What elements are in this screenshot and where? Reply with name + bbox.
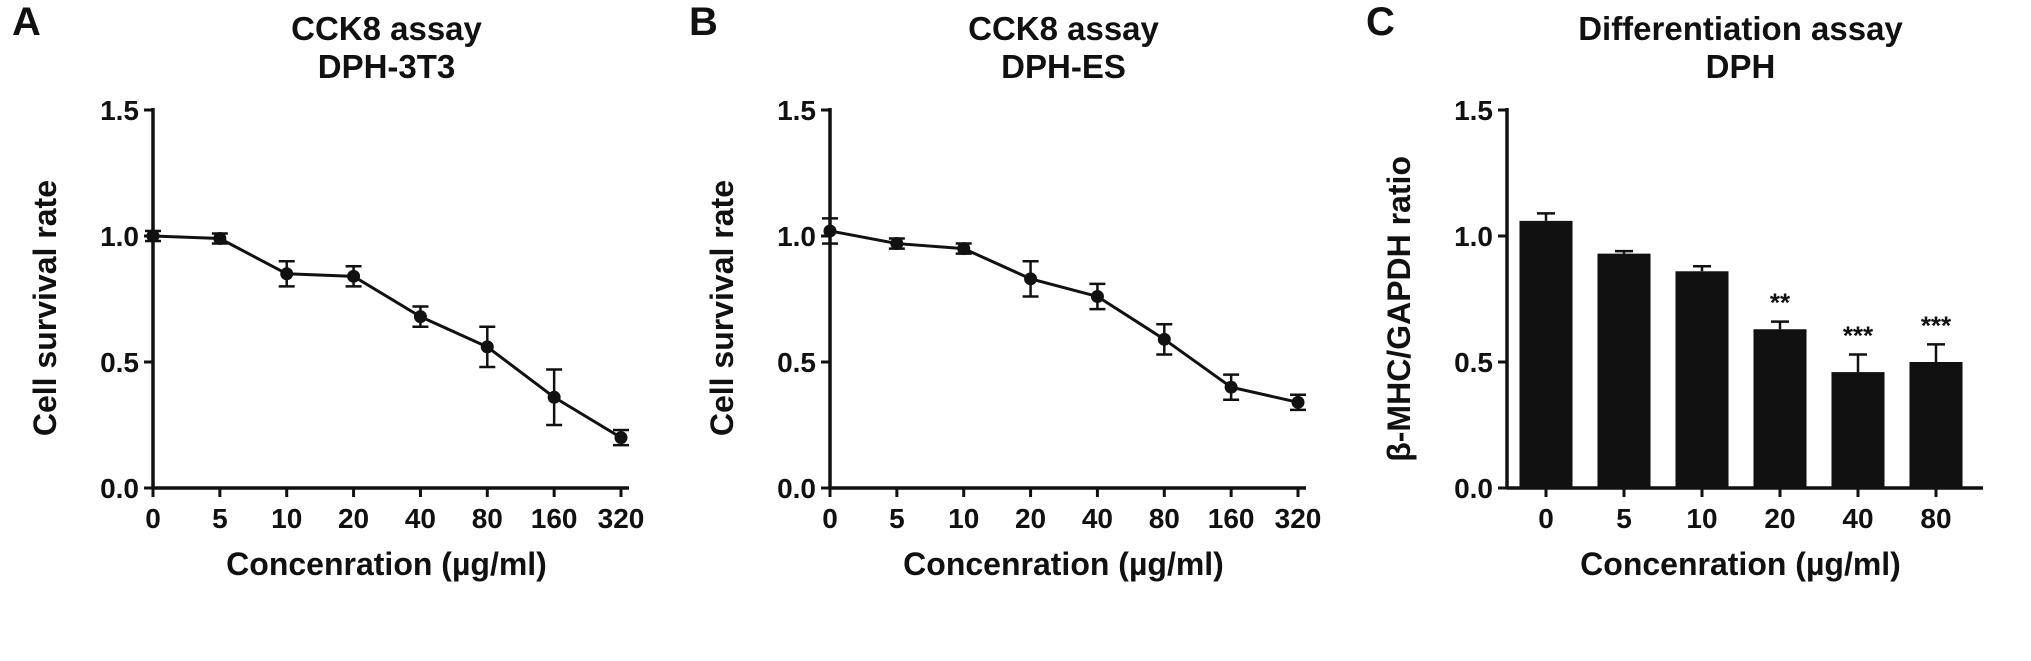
chart-title-a: CCK8 assay DPH-3T3 [71, 10, 651, 86]
svg-text:0: 0 [145, 503, 161, 534]
svg-text:0.5: 0.5 [777, 347, 816, 378]
svg-text:1.0: 1.0 [777, 221, 816, 252]
plot-area-b: Cell survival rate CCK8 assay DPH-ES 0.0… [677, 4, 1354, 583]
svg-text:80: 80 [1920, 503, 1951, 534]
panel-b: B Cell survival rate CCK8 assay DPH-ES 0… [677, 0, 1354, 661]
svg-text:0.0: 0.0 [1454, 473, 1493, 504]
svg-text:40: 40 [1081, 503, 1112, 534]
svg-text:160: 160 [1207, 503, 1254, 534]
chart-title-line1: CCK8 assay [291, 10, 482, 47]
svg-text:0: 0 [822, 503, 838, 534]
chart-canvas-b: 0.0 0.5 1.0 1.5 0 5 10 20 40 80 160 320 [777, 95, 1321, 534]
svg-text:20: 20 [1014, 503, 1045, 534]
svg-text:5: 5 [1616, 503, 1632, 534]
panel-letter-b: B [689, 0, 718, 44]
chart-title-line2: DPH [1705, 47, 1776, 85]
chart-title-line1: CCK8 assay [968, 10, 1159, 47]
panel-a: A Cell survival rate CCK8 assay DPH-3T3 … [0, 0, 677, 661]
svg-text:***: *** [1842, 320, 1873, 350]
svg-text:1.5: 1.5 [100, 95, 139, 126]
plot-area-a: Cell survival rate CCK8 assay DPH-3T3 0.… [0, 4, 677, 583]
svg-text:5: 5 [889, 503, 905, 534]
svg-text:0.5: 0.5 [1454, 347, 1493, 378]
svg-text:***: *** [1920, 310, 1951, 340]
svg-text:1.0: 1.0 [100, 221, 139, 252]
x-axis-label-c: Concenration (µg/ml) [1580, 545, 1901, 582]
y-axis-label-c: β-MHC/GAPDH ratio [1380, 155, 1417, 462]
panel-c: C β-MHC/GAPDH ratio Differentiation assa… [1354, 0, 2031, 661]
svg-text:**: ** [1769, 288, 1790, 318]
chart-canvas-a: 0.0 0.5 1.0 1.5 0 5 10 20 40 80 160 320 [100, 95, 644, 534]
chart-title-line2: DPH-ES [1001, 47, 1126, 85]
panel-letter-a: A [12, 0, 41, 44]
svg-text:160: 160 [530, 503, 577, 534]
y-axis-label-b: Cell survival rate [703, 180, 740, 437]
svg-text:0.0: 0.0 [100, 473, 139, 504]
svg-text:0: 0 [1538, 503, 1554, 534]
svg-text:1.5: 1.5 [777, 95, 816, 126]
panel-letter-c: C [1366, 0, 1395, 44]
svg-text:0.0: 0.0 [777, 473, 816, 504]
svg-text:40: 40 [404, 503, 435, 534]
svg-text:40: 40 [1842, 503, 1873, 534]
svg-text:1.0: 1.0 [1454, 221, 1493, 252]
y-axis-label-a: Cell survival rate [26, 180, 63, 437]
x-axis-label-b: Concenration (µg/ml) [903, 545, 1224, 582]
svg-text:20: 20 [1764, 503, 1795, 534]
svg-text:320: 320 [597, 503, 644, 534]
chart-canvas-c: 0.00.51.01.50 5 10 20 40 80***** *** [1454, 95, 1983, 534]
svg-text:80: 80 [471, 503, 502, 534]
svg-text:5: 5 [212, 503, 228, 534]
svg-text:10: 10 [271, 503, 302, 534]
svg-text:10: 10 [1686, 503, 1717, 534]
svg-text:10: 10 [948, 503, 979, 534]
svg-text:0.5: 0.5 [100, 347, 139, 378]
chart-title-line2: DPH-3T3 [317, 47, 456, 85]
svg-text:20: 20 [337, 503, 368, 534]
x-axis-label-a: Concenration (µg/ml) [226, 545, 547, 582]
chart-title-b: CCK8 assay DPH-ES [748, 10, 1328, 86]
svg-text:320: 320 [1274, 503, 1321, 534]
chart-title-c: Differentiation assay DPH [1425, 10, 2005, 86]
svg-text:1.5: 1.5 [1454, 95, 1493, 126]
svg-text:80: 80 [1148, 503, 1179, 534]
plot-area-c: β-MHC/GAPDH ratio Differentiation assay … [1354, 4, 2031, 583]
chart-title-line1: Differentiation assay [1578, 10, 1903, 47]
